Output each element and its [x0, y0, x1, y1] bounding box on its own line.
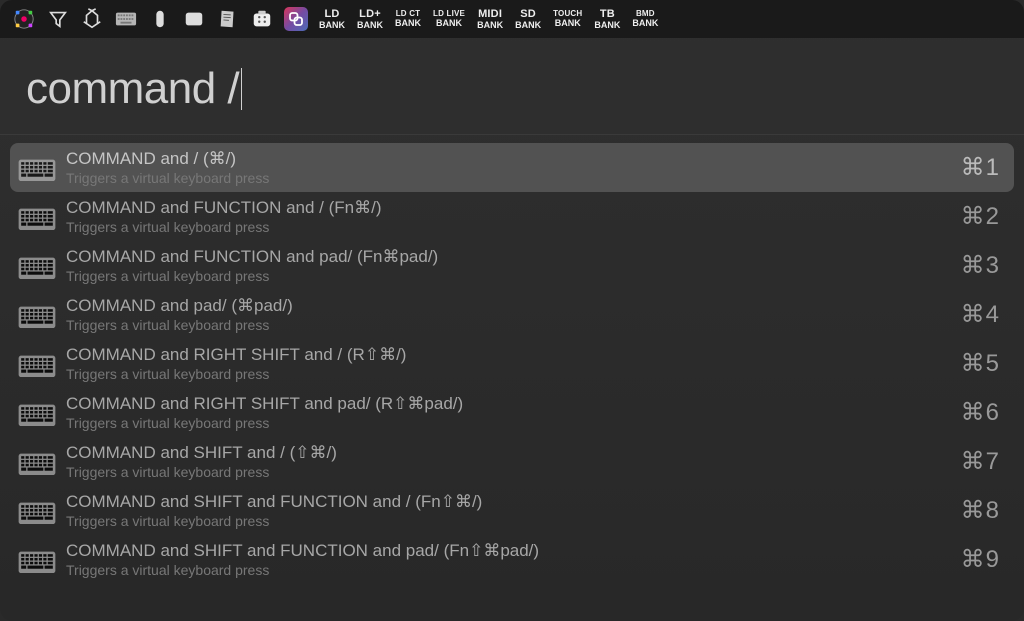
result-subtitle: Triggers a virtual keyboard press — [66, 415, 961, 431]
bank-touch[interactable]: TOUCHBANK — [552, 10, 583, 28]
result-text: COMMAND and SHIFT and / (⇧⌘/)Triggers a … — [66, 443, 961, 480]
result-subtitle: Triggers a virtual keyboard press — [66, 366, 961, 382]
result-text: COMMAND and SHIFT and FUNCTION and pad/ … — [66, 541, 961, 578]
result-text: COMMAND and SHIFT and FUNCTION and / (Fn… — [66, 492, 961, 529]
bank-midi[interactable]: MIDIBANK — [476, 9, 504, 30]
bank-top: MIDI — [478, 9, 502, 20]
bank-ld-plus[interactable]: LD+BANK — [356, 9, 384, 30]
spotlight-window: LDBANK LD+BANK LD CTBANK LD LIVEBANK MID… — [0, 0, 1024, 621]
result-title: COMMAND and RIGHT SHIFT and / (R⇧⌘/) — [66, 345, 961, 365]
result-row[interactable]: COMMAND and / (⌘/)Triggers a virtual key… — [10, 143, 1014, 192]
result-title: COMMAND and pad/ (⌘pad/) — [66, 296, 961, 316]
trackpad-icon[interactable] — [182, 7, 206, 31]
filter-icon[interactable] — [46, 7, 70, 31]
text-cursor — [241, 68, 242, 110]
bank-ld-live[interactable]: LD LIVEBANK — [432, 10, 466, 28]
result-title: COMMAND and SHIFT and FUNCTION and pad/ … — [66, 541, 961, 561]
keyboard-icon — [18, 257, 56, 281]
bank-top: SD — [520, 9, 536, 20]
result-subtitle: Triggers a virtual keyboard press — [66, 317, 961, 333]
bank-tb[interactable]: TBBANK — [593, 9, 621, 30]
result-row[interactable]: COMMAND and SHIFT and FUNCTION and pad/ … — [10, 535, 1014, 584]
result-shortcut: ⌘3 — [961, 251, 1006, 280]
result-subtitle: Triggers a virtual keyboard press — [66, 268, 961, 284]
bank-bot: BANK — [632, 19, 658, 28]
result-shortcut: ⌘5 — [961, 349, 1006, 378]
keyboard-icon — [18, 159, 56, 183]
keyboard-icon — [18, 404, 56, 428]
bank-bot: BANK — [357, 21, 383, 30]
result-subtitle: Triggers a virtual keyboard press — [66, 219, 961, 235]
result-title: COMMAND and FUNCTION and pad/ (Fn⌘pad/) — [66, 247, 961, 267]
bank-bot: BANK — [395, 19, 421, 28]
result-subtitle: Triggers a virtual keyboard press — [66, 464, 961, 480]
controller-icon[interactable] — [250, 7, 274, 31]
result-row[interactable]: COMMAND and SHIFT and / (⇧⌘/)Triggers a … — [10, 437, 1014, 486]
keyboard-icon — [18, 355, 56, 379]
keyboard-icon — [18, 453, 56, 477]
result-text: COMMAND and pad/ (⌘pad/)Triggers a virtu… — [66, 296, 961, 333]
result-shortcut: ⌘9 — [961, 545, 1006, 574]
result-title: COMMAND and SHIFT and FUNCTION and / (Fn… — [66, 492, 961, 512]
bank-top: TOUCH — [553, 10, 582, 18]
result-row[interactable]: COMMAND and RIGHT SHIFT and / (R⇧⌘/)Trig… — [10, 339, 1014, 388]
keyboard-icon — [18, 551, 56, 575]
results-list: COMMAND and / (⌘/)Triggers a virtual key… — [0, 143, 1024, 594]
bank-top: TB — [600, 9, 615, 20]
result-subtitle: Triggers a virtual keyboard press — [66, 170, 961, 186]
bank-top: LD+ — [359, 9, 381, 20]
result-text: COMMAND and / (⌘/)Triggers a virtual key… — [66, 149, 961, 186]
bank-bot: BANK — [515, 21, 541, 30]
divider — [0, 134, 1024, 135]
bank-ld-ct[interactable]: LD CTBANK — [394, 10, 422, 28]
shortcuts-icon[interactable] — [284, 7, 308, 31]
result-text: COMMAND and FUNCTION and / (Fn⌘/)Trigger… — [66, 198, 961, 235]
result-title: COMMAND and RIGHT SHIFT and pad/ (R⇧⌘pad… — [66, 394, 961, 414]
result-shortcut: ⌘4 — [961, 300, 1006, 329]
result-row[interactable]: COMMAND and pad/ (⌘pad/)Triggers a virtu… — [10, 290, 1014, 339]
result-shortcut: ⌘2 — [961, 202, 1006, 231]
result-text: COMMAND and RIGHT SHIFT and / (R⇧⌘/)Trig… — [66, 345, 961, 382]
result-shortcut: ⌘8 — [961, 496, 1006, 525]
notes-icon[interactable] — [216, 7, 240, 31]
keyboard-icon — [18, 306, 56, 330]
result-shortcut: ⌘1 — [961, 153, 1006, 182]
apps-icon[interactable] — [80, 7, 104, 31]
search-input[interactable]: command / — [26, 64, 998, 114]
bank-bot: BANK — [555, 19, 581, 28]
search-query-text: command / — [26, 64, 239, 113]
bank-bot: BANK — [477, 21, 503, 30]
bank-top: LD CT — [396, 10, 421, 18]
result-title: COMMAND and / (⌘/) — [66, 149, 961, 169]
result-row[interactable]: COMMAND and SHIFT and FUNCTION and / (Fn… — [10, 486, 1014, 535]
bank-bot: BANK — [594, 21, 620, 30]
result-subtitle: Triggers a virtual keyboard press — [66, 513, 961, 529]
davinci-icon[interactable] — [12, 7, 36, 31]
mouse-icon[interactable] — [148, 7, 172, 31]
bank-sd[interactable]: SDBANK — [514, 9, 542, 30]
keyboard-icon — [18, 208, 56, 232]
bank-bot: BANK — [436, 19, 462, 28]
result-title: COMMAND and FUNCTION and / (Fn⌘/) — [66, 198, 961, 218]
result-subtitle: Triggers a virtual keyboard press — [66, 562, 961, 578]
search-area[interactable]: command / — [0, 38, 1024, 134]
result-text: COMMAND and RIGHT SHIFT and pad/ (R⇧⌘pad… — [66, 394, 961, 431]
bank-top: BMD — [636, 10, 655, 18]
result-row[interactable]: COMMAND and FUNCTION and / (Fn⌘/)Trigger… — [10, 192, 1014, 241]
bank-top: LD — [324, 9, 339, 20]
result-title: COMMAND and SHIFT and / (⇧⌘/) — [66, 443, 961, 463]
keyboard-icon — [18, 502, 56, 526]
result-row[interactable]: COMMAND and FUNCTION and pad/ (Fn⌘pad/)T… — [10, 241, 1014, 290]
result-shortcut: ⌘6 — [961, 398, 1006, 427]
bank-ld[interactable]: LDBANK — [318, 9, 346, 30]
bank-top: LD LIVE — [433, 10, 465, 18]
bank-bmd[interactable]: BMDBANK — [631, 10, 659, 28]
keyboard-icon[interactable] — [114, 7, 138, 31]
result-shortcut: ⌘7 — [961, 447, 1006, 476]
result-row[interactable]: COMMAND and RIGHT SHIFT and pad/ (R⇧⌘pad… — [10, 388, 1014, 437]
toolbar: LDBANK LD+BANK LD CTBANK LD LIVEBANK MID… — [0, 0, 1024, 38]
result-text: COMMAND and FUNCTION and pad/ (Fn⌘pad/)T… — [66, 247, 961, 284]
bank-bot: BANK — [319, 21, 345, 30]
